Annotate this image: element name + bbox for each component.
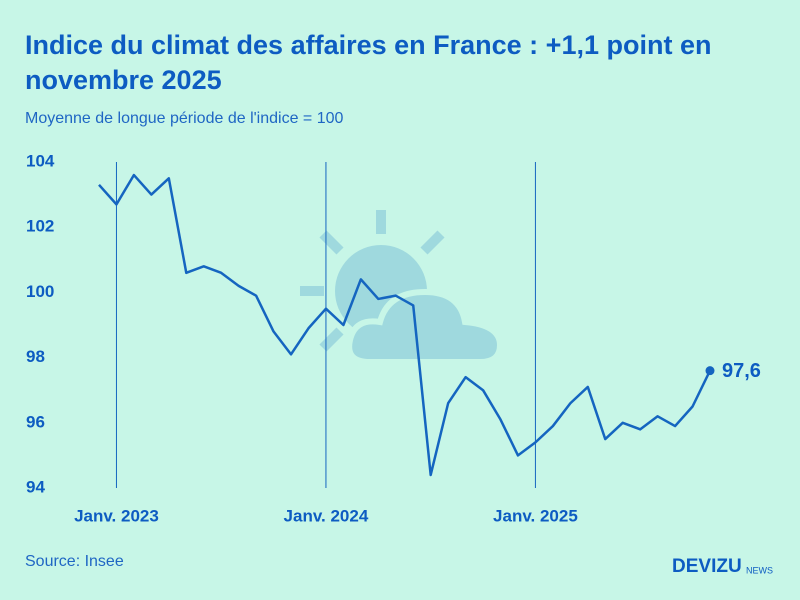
logo-suffix: NEWS bbox=[746, 565, 773, 575]
data-line bbox=[98, 173, 712, 477]
y-tick-label: 94 bbox=[26, 477, 45, 496]
chart-title: Indice du climat des affaires en France … bbox=[25, 30, 712, 95]
source: Source: Insee bbox=[25, 553, 124, 570]
y-tick-label: 104 bbox=[26, 151, 55, 170]
x-tick-label: Janv. 2024 bbox=[284, 506, 369, 525]
chart-subtitle: Moyenne de longue période de l'indice = … bbox=[25, 110, 344, 127]
y-tick-label: 100 bbox=[26, 282, 54, 301]
end-point bbox=[705, 366, 715, 376]
logo-name: DEVIZU bbox=[672, 556, 742, 577]
value-label: 97,6 bbox=[722, 360, 761, 382]
x-tick-label: Janv. 2025 bbox=[493, 506, 578, 525]
x-tick-label: Janv. 2023 bbox=[74, 506, 159, 525]
y-tick-label: 102 bbox=[26, 217, 54, 236]
y-tick-label: 96 bbox=[26, 412, 45, 431]
weather-icon bbox=[300, 210, 504, 365]
y-tick-label: 98 bbox=[26, 347, 45, 366]
